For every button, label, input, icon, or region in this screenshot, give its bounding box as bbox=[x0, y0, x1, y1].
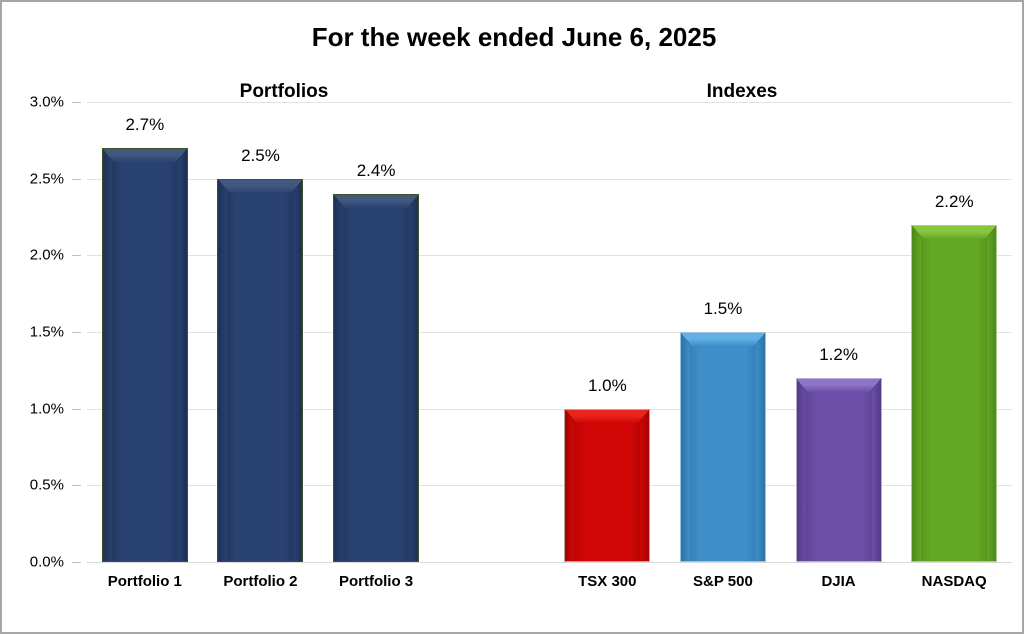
bar-bevel-left bbox=[680, 333, 690, 561]
bar-bevel-right bbox=[871, 379, 881, 561]
y-axis-tick-label: 1.5% bbox=[29, 323, 64, 341]
bar-value-label: 2.7% bbox=[125, 115, 165, 134]
bar-value-label: 1.5% bbox=[703, 299, 743, 318]
bar-bevel-top bbox=[681, 333, 765, 346]
group-caption-portfolios: Portfolios bbox=[239, 81, 329, 102]
bar-bevel-right bbox=[177, 149, 187, 561]
x-axis-category-label: NASDAQ bbox=[921, 573, 987, 590]
bar-bevel-left bbox=[218, 179, 228, 561]
gridline bbox=[87, 255, 1012, 257]
bar[interactable] bbox=[333, 194, 420, 562]
bar-bevel-top bbox=[912, 226, 996, 239]
gridline bbox=[87, 408, 1012, 410]
bar[interactable] bbox=[679, 332, 766, 562]
y-axis-tick-label: 0.5% bbox=[29, 476, 64, 494]
y-axis-tick-mark bbox=[72, 408, 81, 410]
y-axis-tick-label: 2.5% bbox=[29, 170, 64, 188]
bar-bevel-left bbox=[796, 379, 806, 561]
gridline bbox=[87, 332, 1012, 333]
bar[interactable] bbox=[911, 224, 998, 562]
bar[interactable] bbox=[795, 378, 882, 562]
x-axis-category-label: S&P 500 bbox=[693, 573, 753, 590]
gridline bbox=[87, 485, 1012, 487]
x-axis-category-label: Portfolio 3 bbox=[338, 573, 414, 590]
bar-bevel-top bbox=[218, 180, 302, 193]
bar-value-label: 1.0% bbox=[587, 375, 627, 395]
x-axis-category-label: DJIA bbox=[821, 573, 856, 590]
y-axis-tick-mark bbox=[72, 178, 81, 180]
group-caption-indexes: Indexes bbox=[706, 81, 778, 102]
bar-bevel-right bbox=[987, 225, 997, 561]
y-axis-tick-label: 1.0% bbox=[29, 400, 64, 418]
y-axis-tick-mark bbox=[72, 485, 81, 487]
bar-bevel-left bbox=[565, 409, 575, 561]
x-axis-category-label: Portfolio 1 bbox=[107, 573, 182, 590]
y-axis-tick-mark bbox=[72, 255, 81, 257]
bar-fill bbox=[334, 195, 419, 561]
bar-bevel-left bbox=[102, 149, 112, 561]
bar-bevel-right bbox=[409, 195, 419, 561]
y-axis-tick-label: 0.0% bbox=[29, 553, 64, 571]
x-axis-category-label: Portfolio 2 bbox=[223, 573, 298, 590]
bar-bevel-top bbox=[334, 195, 418, 208]
gridline bbox=[87, 562, 1012, 563]
y-axis-tick-mark bbox=[72, 332, 81, 333]
plot-area bbox=[87, 102, 1012, 563]
bar[interactable] bbox=[101, 148, 188, 562]
bar[interactable] bbox=[564, 408, 651, 562]
y-axis-tick-mark bbox=[72, 102, 81, 103]
bar-fill bbox=[680, 333, 765, 561]
bar-fill bbox=[565, 409, 650, 561]
bar-fill bbox=[218, 179, 303, 561]
gridline bbox=[87, 178, 1012, 180]
bar-bevel-left bbox=[334, 195, 344, 561]
bar-bevel-left bbox=[912, 225, 922, 561]
bar-bevel-top bbox=[797, 379, 881, 392]
bar-bevel-right bbox=[293, 179, 303, 561]
bar-value-label: 2.4% bbox=[356, 161, 396, 180]
bar-bevel-right bbox=[640, 409, 650, 561]
bar-bevel-top bbox=[103, 149, 187, 162]
bar-bevel-right bbox=[755, 333, 765, 561]
bar-bevel-top bbox=[565, 410, 649, 423]
gridline bbox=[87, 102, 1012, 103]
bar-value-label: 2.5% bbox=[241, 145, 280, 165]
x-axis-category-label: TSX 300 bbox=[578, 573, 637, 590]
bar-fill bbox=[796, 379, 881, 561]
bar-fill bbox=[102, 149, 187, 561]
page-title: For the week ended June 6, 2025 bbox=[311, 22, 717, 52]
bar-value-label: 2.2% bbox=[934, 191, 974, 211]
bar-fill bbox=[912, 225, 997, 561]
y-axis-tick-label: 2.0% bbox=[29, 246, 64, 264]
y-axis-tick-mark bbox=[72, 562, 81, 563]
bar[interactable] bbox=[217, 178, 304, 562]
bar-value-label: 1.2% bbox=[819, 345, 858, 364]
y-axis-tick-label: 3.0% bbox=[29, 93, 64, 111]
